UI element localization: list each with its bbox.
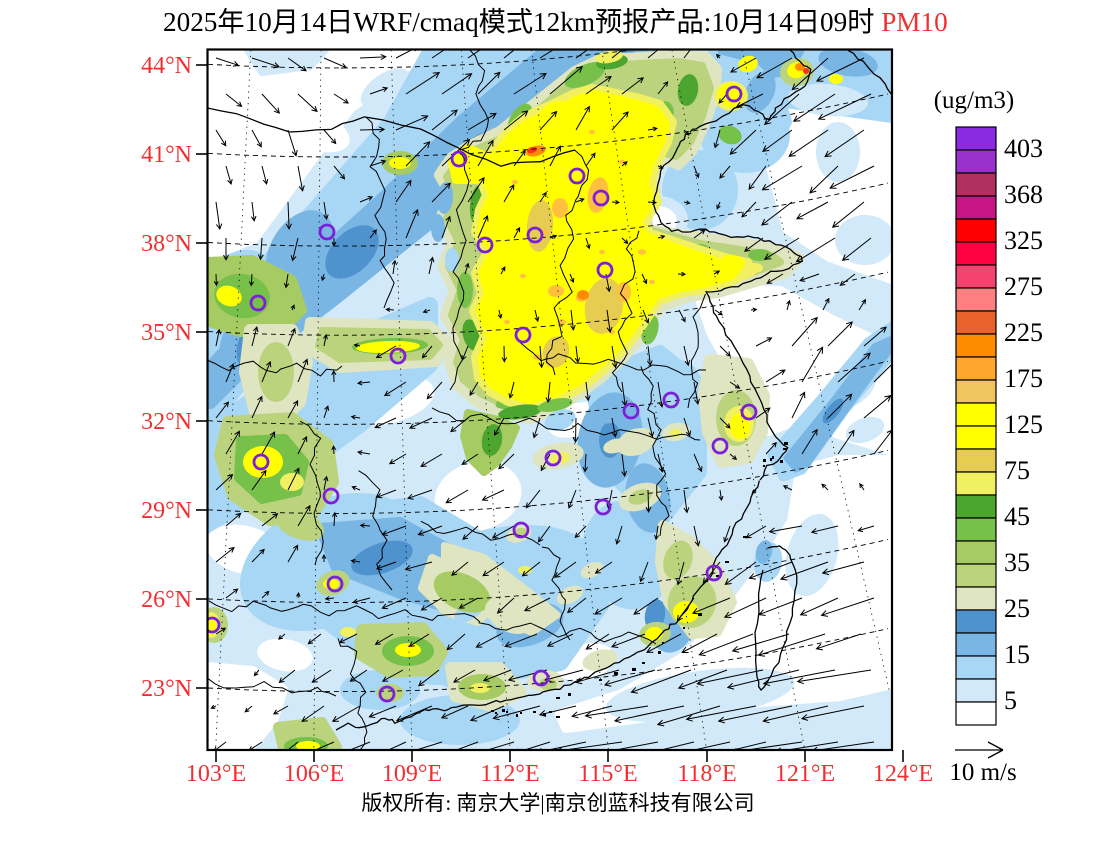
svg-text:106°E: 106°E [284,761,344,787]
svg-text:103°E: 103°E [186,761,246,787]
svg-text:112°E: 112°E [480,761,539,787]
svg-text:175: 175 [1004,364,1043,393]
svg-text:15: 15 [1004,640,1030,669]
svg-text:121°E: 121°E [775,761,835,787]
svg-text:368: 368 [1004,180,1043,209]
svg-text:版权所有: 南京大学|南京创蓝科技有限公司: 版权所有: 南京大学|南京创蓝科技有限公司 [361,791,754,815]
svg-text:44°N: 44°N [141,53,192,79]
svg-text:(ug/m3): (ug/m3) [934,87,1015,114]
svg-text:23°N: 23°N [141,676,192,702]
svg-text:45: 45 [1004,502,1030,531]
svg-text:75: 75 [1004,456,1030,485]
svg-text:325: 325 [1004,226,1043,255]
svg-text:115°E: 115°E [578,761,637,787]
svg-text:35°N: 35°N [141,320,192,346]
svg-text:2025年10月14日WRF/cmaq模式12km预报产品:: 2025年10月14日WRF/cmaq模式12km预报产品:10月14日09时 … [163,7,948,37]
svg-text:109°E: 109°E [382,761,442,787]
svg-text:125: 125 [1004,410,1043,439]
svg-text:275: 275 [1004,272,1043,301]
svg-text:26°N: 26°N [141,587,192,613]
svg-text:35: 35 [1004,548,1030,577]
svg-text:124°E: 124°E [873,761,933,787]
svg-text:29°N: 29°N [141,498,192,524]
svg-text:5: 5 [1004,686,1017,715]
svg-text:32°N: 32°N [141,409,192,435]
svg-text:225: 225 [1004,318,1043,347]
svg-text:41°N: 41°N [141,142,192,168]
svg-text:403: 403 [1004,134,1043,163]
svg-text:38°N: 38°N [141,231,192,257]
svg-text:25: 25 [1004,594,1030,623]
svg-text:10 m/s: 10 m/s [949,759,1016,786]
svg-text:118°E: 118°E [677,761,736,787]
